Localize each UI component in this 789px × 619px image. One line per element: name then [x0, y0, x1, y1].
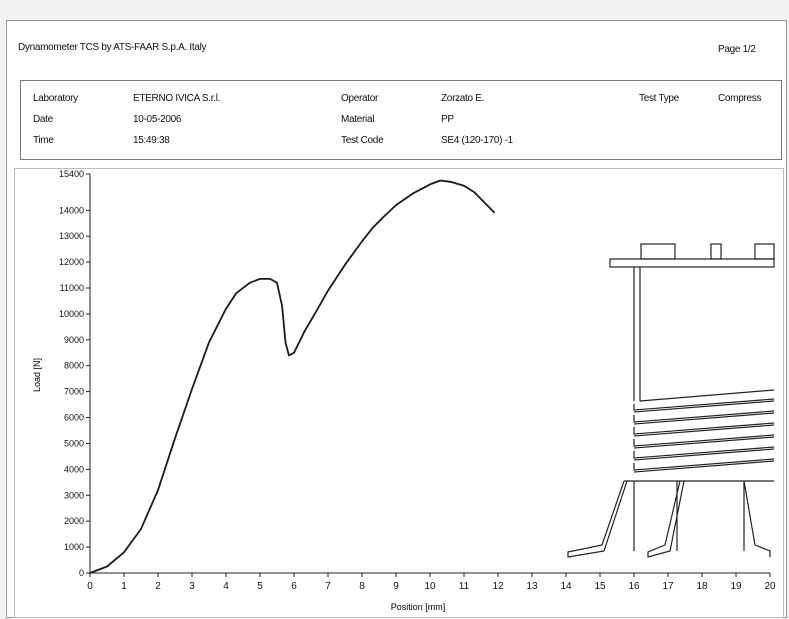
test-info-box: Laboratory ETERNO IVICA S.r.l. Date 10-0… [20, 80, 782, 160]
x-tick-label: 7 [325, 581, 331, 592]
specimen-thread-7 [633, 460, 775, 473]
x-tick-label: 16 [628, 581, 640, 592]
x-tick-label: 14 [560, 581, 572, 592]
x-tick-label: 11 [459, 581, 470, 592]
series-line-1 [89, 179, 496, 574]
specimen-middle-leg [647, 480, 685, 558]
x-tick-label: 6 [291, 581, 297, 592]
page-indicator: Page 1/2 [718, 44, 756, 55]
x-tick-label: 10 [424, 581, 436, 592]
x-axis-label: Position [mm] [391, 602, 446, 612]
y-tick-label: 0 [79, 568, 84, 578]
y-tick-label: 9000 [64, 335, 84, 345]
chart-axes [89, 174, 770, 574]
specimen-thread-6 [633, 448, 775, 471]
y-tick-label: 14000 [59, 205, 84, 215]
x-tick-label: 9 [393, 581, 399, 592]
x-tick-label: 5 [257, 581, 263, 592]
x-tick-label: 2 [155, 581, 161, 592]
y-tick-label: 3000 [64, 490, 84, 500]
specimen-thread-4 [633, 424, 775, 447]
x-tick-label: 17 [662, 581, 674, 592]
y-tick-label: 8000 [64, 361, 84, 371]
specimen-top-block-right [754, 243, 775, 260]
material-value: PP [441, 114, 454, 125]
testcode-value: SE4 (120-170) -1 [441, 135, 513, 146]
x-tick-label: 4 [223, 581, 229, 592]
y-tick-label: 4000 [64, 464, 84, 474]
y-tick-label: 15400 [59, 169, 84, 179]
operator-label: Operator [341, 93, 379, 104]
laboratory-label: Laboratory [33, 93, 78, 104]
x-tick-label: 15 [594, 581, 606, 592]
y-tick-label: 7000 [64, 387, 84, 397]
specimen-drawing [567, 243, 775, 558]
specimen-thread-3 [633, 412, 775, 435]
chart-frame [14, 168, 784, 618]
chart-series [89, 179, 496, 574]
y-tick-label: 2000 [64, 516, 84, 526]
specimen-top-plate [609, 258, 775, 268]
y-tick-label: 10000 [59, 309, 84, 319]
y-tick-label: 5000 [64, 438, 84, 448]
testtype-label: Test Type [639, 93, 679, 104]
x-tick-label: 13 [526, 581, 538, 592]
material-label: Material [341, 114, 375, 125]
testtype-value: Compress [718, 93, 762, 104]
date-label: Date [33, 114, 53, 125]
x-tick-label: 20 [764, 581, 776, 592]
specimen-left-leg [567, 480, 628, 558]
specimen-right-leg [743, 480, 771, 557]
x-tick-label: 0 [87, 581, 93, 592]
y-tick-label: 12000 [59, 257, 84, 267]
specimen-thread-5 [633, 436, 775, 459]
specimen-thread-1 [633, 389, 775, 411]
x-tick-label: 8 [359, 581, 365, 592]
x-axis-ticks: 0 1 2 3 4 5 6 7 8 9 10 11 12 13 14 15 16 17 18 19 20 [87, 573, 776, 592]
time-value: 15:49:38 [133, 135, 170, 146]
specimen-top-block [640, 243, 676, 260]
laboratory-value: ETERNO IVICA S.r.l. [133, 93, 221, 104]
time-label: Time [33, 135, 54, 146]
y-tick-label: 6000 [64, 413, 84, 423]
x-tick-label: 18 [696, 581, 708, 592]
y-tick-label: 13000 [59, 231, 84, 241]
x-tick-label: 12 [492, 581, 504, 592]
x-tick-label: 3 [189, 581, 195, 592]
specimen-top-tab [710, 243, 722, 260]
y-axis-label: Load [N] [32, 358, 42, 392]
y-tick-label: 11000 [60, 283, 84, 293]
date-value: 10-05-2006 [133, 114, 182, 125]
x-tick-label: 19 [730, 581, 742, 592]
report-title: Dynamometer TCS by ATS-FAAR S.p.A. Italy [18, 42, 207, 53]
x-tick-label: 1 [121, 581, 127, 592]
specimen-thread-2 [633, 400, 775, 423]
y-tick-label: 1000 [64, 542, 84, 552]
testcode-label: Test Code [341, 135, 384, 146]
y-axis-ticks: 0 1000 2000 3000 4000 5000 6000 7000 8000 9000 100… [59, 169, 90, 578]
operator-value: Zorzato E. [441, 93, 485, 104]
